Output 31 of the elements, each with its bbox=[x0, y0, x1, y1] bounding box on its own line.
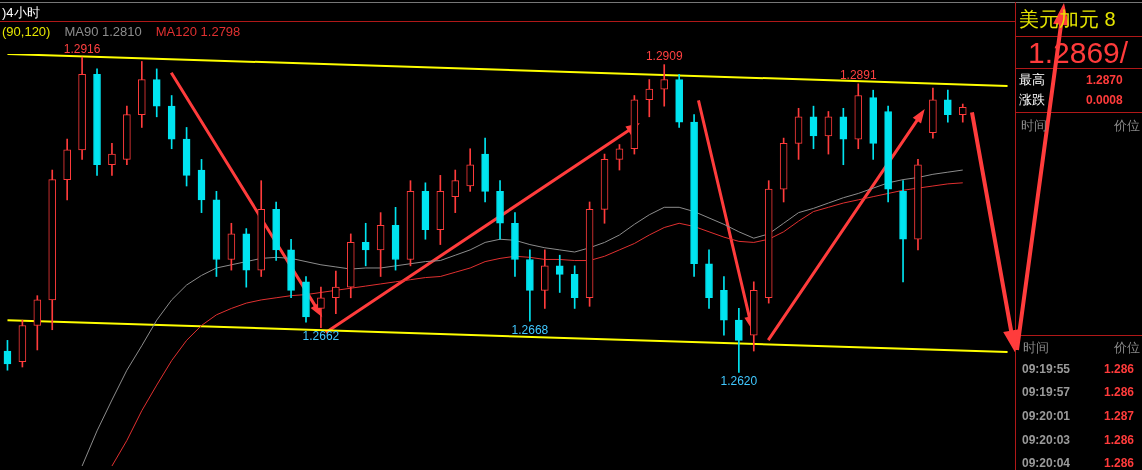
text: 时间 bbox=[1023, 340, 1049, 355]
text: MA120 1.2798 bbox=[155, 24, 241, 39]
text: 09:19:57 bbox=[1022, 385, 1071, 399]
annotation: 1.2916 bbox=[63, 41, 101, 56]
text: 1.287 bbox=[1104, 409, 1135, 423]
text: 1.2870 bbox=[1086, 73, 1123, 87]
text: 涨跌 bbox=[1019, 92, 1045, 107]
candlestick bbox=[361, 222, 370, 267]
text: 0.0008 bbox=[1086, 93, 1123, 107]
annotation: 1.2891 bbox=[839, 68, 877, 83]
text: (90,120) bbox=[2, 24, 51, 39]
text: 09:20:01 bbox=[1022, 409, 1071, 423]
text: 价位 bbox=[1114, 118, 1140, 133]
text: 时间 bbox=[1021, 118, 1047, 133]
text: MA90 1.2810 bbox=[64, 24, 142, 39]
text: 09:20:03 bbox=[1022, 433, 1071, 447]
text: 09:20:04 bbox=[1022, 456, 1071, 470]
text: )4小时 bbox=[2, 5, 40, 20]
annotation: 1.2620 bbox=[720, 373, 758, 388]
text: 1.286 bbox=[1104, 456, 1135, 470]
text: 1.286 bbox=[1104, 362, 1135, 376]
text: 价位 bbox=[1114, 340, 1140, 355]
annotation: 1.2909 bbox=[645, 48, 683, 63]
annotation: 1.2662 bbox=[302, 328, 340, 343]
annotation: 1.2668 bbox=[511, 322, 549, 337]
candlestick bbox=[555, 254, 564, 293]
text: 09:19:55 bbox=[1022, 362, 1071, 376]
text: 1.286 bbox=[1104, 433, 1135, 447]
text: 最高 bbox=[1019, 72, 1045, 87]
candlestick bbox=[660, 64, 669, 107]
text: 1.286 bbox=[1104, 385, 1135, 399]
